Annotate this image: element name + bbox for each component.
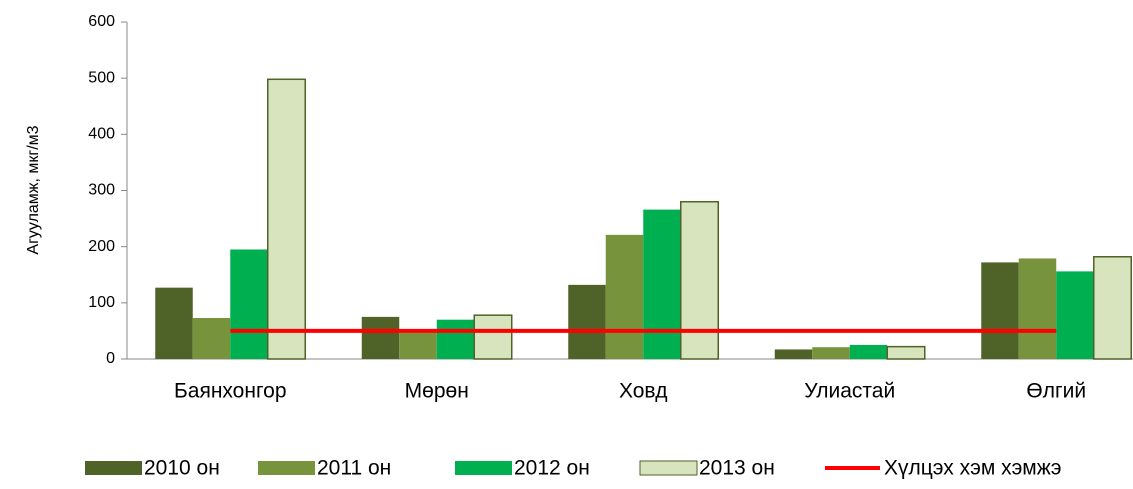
- y-tick-label: 500: [88, 69, 115, 86]
- bar: [981, 262, 1019, 359]
- y-axis-label: Агууламж, мкг/м3: [25, 125, 42, 254]
- y-tick-label: 600: [88, 13, 115, 30]
- bar: [680, 200, 719, 360]
- bar: [192, 317, 231, 359]
- legend-label: 2013 он: [699, 457, 775, 480]
- y-tick-label: 200: [88, 238, 115, 255]
- legend-swatch: [639, 460, 698, 476]
- legend-label: 2010 он: [144, 457, 220, 480]
- bar: [568, 284, 606, 359]
- x-tick-label: Өлгий: [1026, 380, 1086, 403]
- y-tick-label: 400: [88, 126, 115, 143]
- bar: [643, 209, 681, 359]
- bar: [230, 249, 268, 359]
- bar: [267, 78, 306, 360]
- bar: [1093, 256, 1132, 360]
- legend-label: 2012 он: [514, 457, 590, 480]
- legend-label: 2011 он: [317, 457, 391, 480]
- bar: [812, 347, 850, 359]
- bar: [774, 349, 813, 359]
- legend-swatch: [85, 461, 142, 475]
- x-tick-label: Ховд: [619, 380, 668, 403]
- legend-label: Хүлцэх хэм хэмжэ: [884, 457, 1062, 480]
- bar: [886, 345, 926, 360]
- x-tick-label: Улиастай: [804, 380, 895, 403]
- y-tick-label: 300: [88, 182, 115, 199]
- bar: [361, 316, 400, 359]
- legend-swatch: [258, 461, 315, 475]
- bar: [1018, 258, 1057, 359]
- x-tick-label: Баянхонгор: [174, 380, 287, 403]
- bar: [399, 332, 437, 359]
- bar: [473, 314, 513, 360]
- bar: [849, 344, 888, 359]
- y-tick-label: 100: [88, 294, 115, 311]
- legend-swatch: [455, 461, 512, 475]
- bar: [1056, 271, 1094, 359]
- bar: [436, 319, 475, 359]
- y-tick-label: 0: [106, 350, 115, 367]
- x-tick-label: Мөрөн: [405, 380, 469, 403]
- bar: [605, 234, 644, 359]
- bar: [155, 287, 193, 359]
